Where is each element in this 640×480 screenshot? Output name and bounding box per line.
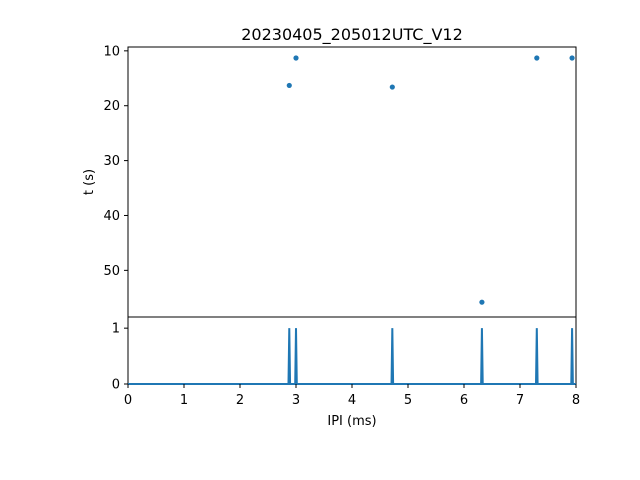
- chart-title: 20230405_205012UTC_V12: [241, 25, 463, 45]
- scatter-y-tick-label: 10: [103, 44, 120, 59]
- x-tick-label: 1: [180, 393, 188, 408]
- scatter-points: [286, 55, 575, 305]
- scatter-panel: 10 20 30 40 50 t (s): [82, 44, 577, 318]
- scatter-y-tick-label: 30: [103, 154, 120, 169]
- x-tick-label: 6: [460, 393, 468, 408]
- scatter-point: [479, 299, 485, 305]
- scatter-y-tick-label: 20: [103, 99, 120, 114]
- scatter-y-ticks: 10 20 30 40 50: [103, 44, 128, 279]
- histogram-y-ticks: 01: [112, 322, 128, 393]
- histogram-axes-frame: [127, 316, 577, 385]
- scatter-point: [569, 55, 575, 61]
- histogram-y-tick-label: 1: [112, 322, 120, 337]
- x-tick-label: 8: [572, 393, 580, 408]
- scatter-y-tick-label: 40: [103, 209, 120, 224]
- x-tick-label: 4: [348, 393, 356, 408]
- x-tick-label: 7: [516, 393, 524, 408]
- scatter-point: [293, 55, 299, 61]
- x-tick-label: 0: [124, 393, 132, 408]
- scatter-y-axis-label: t (s): [82, 169, 97, 195]
- histogram-series-line: [128, 328, 576, 385]
- x-tick-label: 5: [404, 393, 412, 408]
- scatter-y-tick-label: 50: [103, 264, 120, 279]
- x-axis-label: IPI (ms): [327, 414, 376, 429]
- scatter-point: [389, 84, 395, 90]
- scatter-point: [534, 55, 540, 61]
- x-tick-label: 3: [292, 393, 300, 408]
- x-ticks: 0 1 2 3 4 5 6 7 8: [124, 384, 580, 408]
- scatter-axes-frame: [127, 46, 577, 318]
- scatter-point: [286, 82, 292, 89]
- x-tick-label: 2: [236, 393, 244, 408]
- histogram-y-tick-label: 0: [112, 378, 120, 393]
